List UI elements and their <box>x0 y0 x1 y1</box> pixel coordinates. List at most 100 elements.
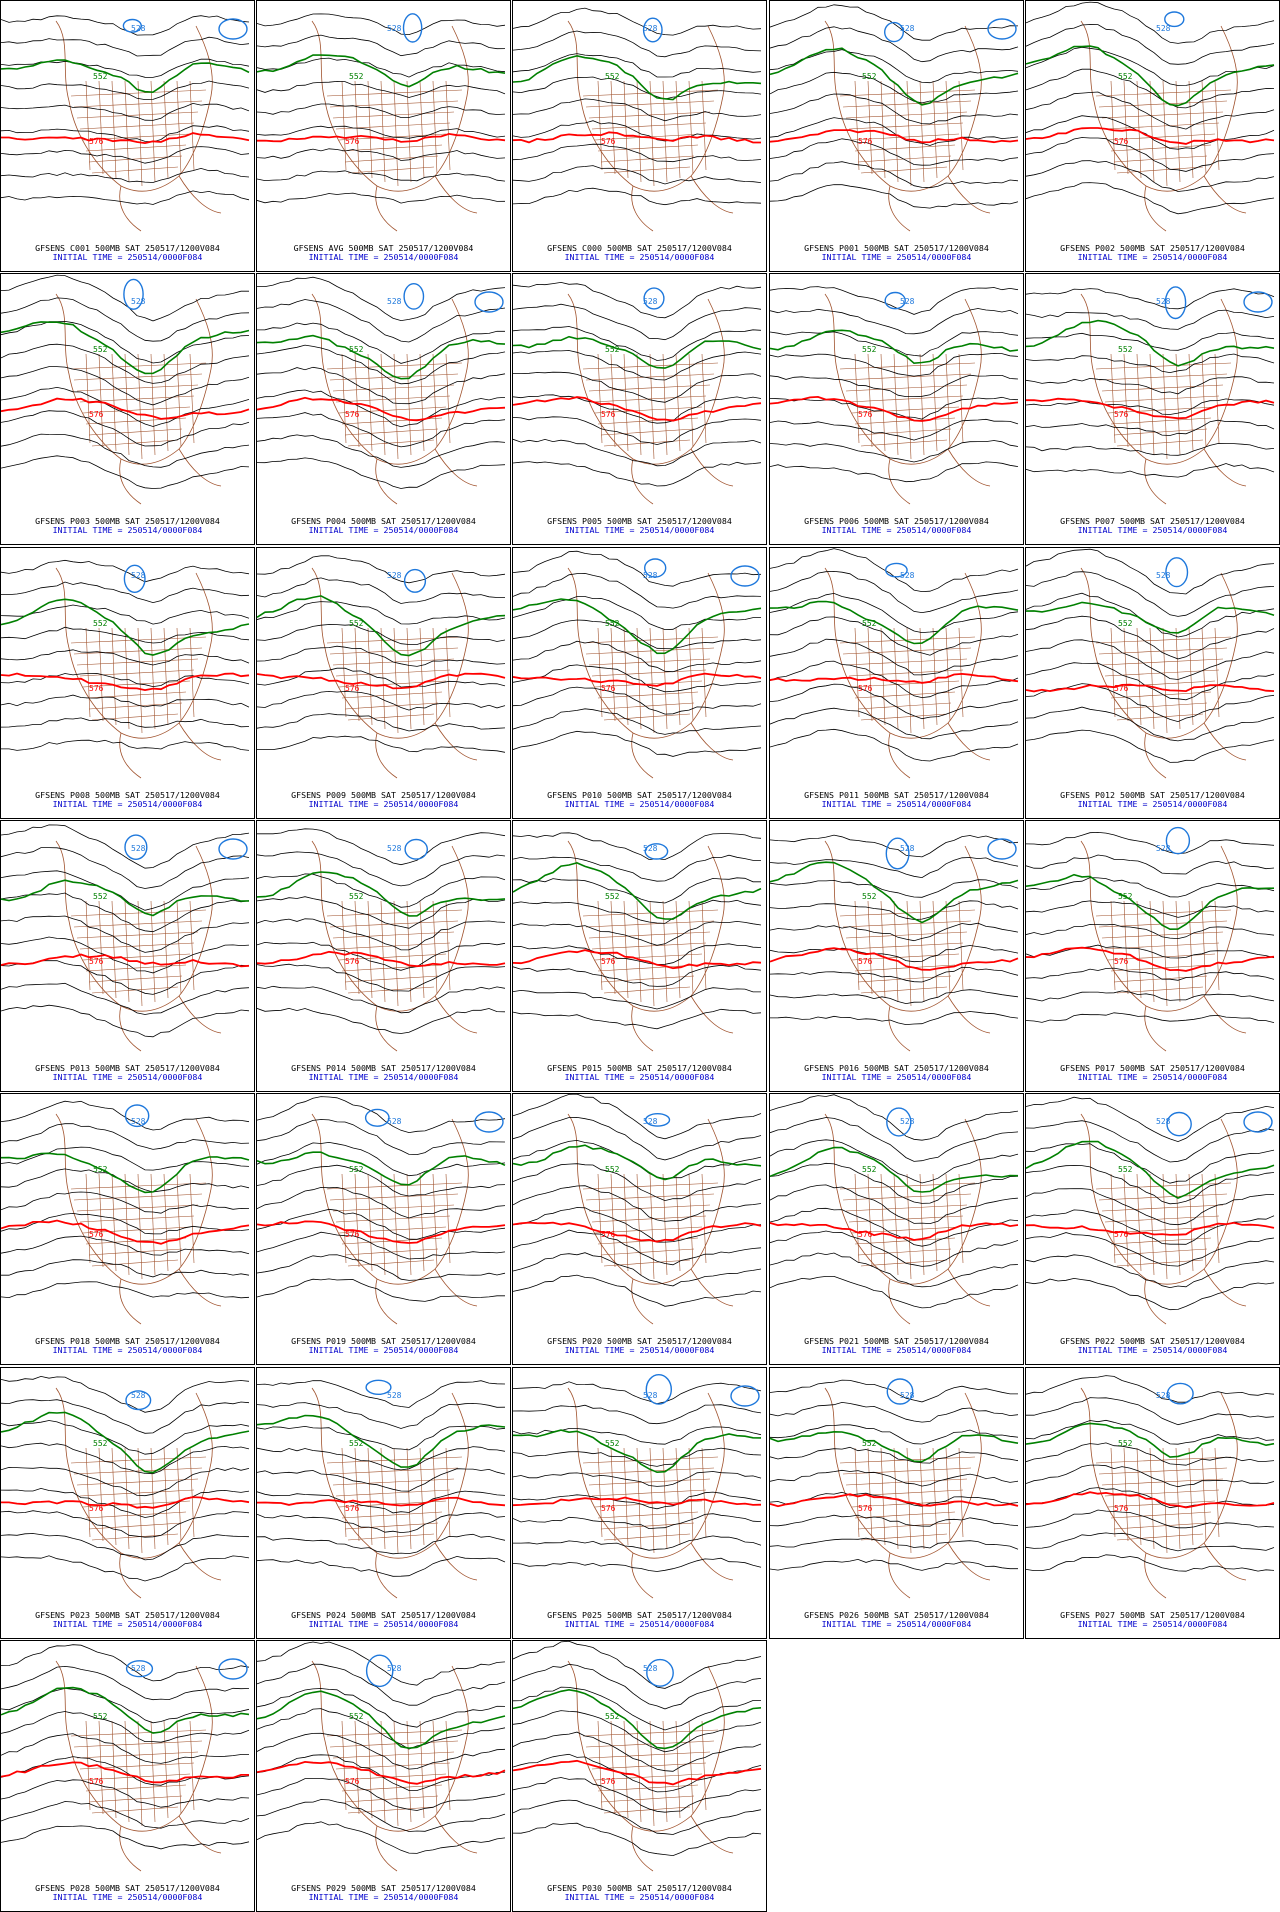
coastline <box>824 20 982 192</box>
label-528: 528 <box>387 24 402 33</box>
height-contour-map: 552 576 528 <box>257 276 506 505</box>
height-contour <box>1 1004 250 1038</box>
state-border <box>406 900 412 1003</box>
contour-528-low <box>124 1104 150 1128</box>
state-border <box>1214 900 1220 991</box>
height-contour <box>770 161 1019 189</box>
state-border <box>588 1204 711 1212</box>
state-border <box>857 1248 952 1256</box>
panel-title: GFSENS P006 500MB SAT 250517/1200V084 <box>804 516 989 526</box>
ensemble-member-panel: 552 576 528 GFSENS P008 500MB SAT 250517/12… <box>0 547 255 819</box>
coastline <box>1144 175 1247 232</box>
height-contour <box>770 418 1019 441</box>
height-contour <box>257 1231 506 1260</box>
map-outlines <box>824 293 991 505</box>
state-border <box>1201 1173 1207 1268</box>
height-contour <box>1026 944 1275 959</box>
state-border <box>854 1237 956 1245</box>
height-contour <box>513 1799 762 1835</box>
height-contour <box>257 713 506 732</box>
state-border <box>137 1720 143 1827</box>
label-576: 576 <box>858 684 873 693</box>
contour-528-low <box>886 1107 912 1137</box>
height-contour <box>770 1469 1019 1487</box>
state-border <box>354 80 360 175</box>
map-outlines <box>1080 840 1247 1052</box>
coastline <box>888 995 991 1052</box>
state-border <box>341 1447 347 1538</box>
state-border <box>958 1173 964 1264</box>
state-border <box>432 900 438 995</box>
height-contour <box>770 138 1019 166</box>
panel-title: GFSENS C001 500MB SAT 250517/1200V084 <box>35 243 220 253</box>
state-border <box>854 353 860 444</box>
coastline <box>631 175 734 232</box>
state-border <box>845 931 968 939</box>
height-contour <box>257 1141 506 1177</box>
height-contour <box>1026 91 1275 130</box>
label-576: 576 <box>1114 684 1129 693</box>
state-border <box>919 1447 925 1550</box>
label-576: 576 <box>345 137 360 146</box>
state-border <box>1107 406 1216 414</box>
state-border <box>600 702 695 710</box>
panel-initial-time: INITIAL TIME = 250514/0000F084 <box>1077 799 1228 809</box>
height-contour <box>513 877 761 904</box>
state-border <box>91 1806 179 1814</box>
height-contour <box>257 555 506 584</box>
state-border <box>1116 439 1204 447</box>
height-contour <box>1 1399 250 1434</box>
label-528: 528 <box>900 571 915 580</box>
state-border <box>1214 1173 1220 1264</box>
height-contour <box>770 1011 1019 1026</box>
state-border <box>623 80 629 179</box>
height-contour <box>513 619 762 649</box>
height-contour <box>257 918 506 951</box>
height-contours <box>770 4 1019 209</box>
state-border <box>380 627 386 730</box>
state-border <box>393 1447 399 1554</box>
height-contour <box>1026 68 1275 109</box>
state-border <box>623 353 629 452</box>
height-contour <box>1026 1419 1275 1445</box>
state-border <box>341 80 347 171</box>
ensemble-member-panel: 552 576 528 GFSENS P003 500MB SAT 250517/12… <box>0 273 255 545</box>
state-border <box>945 353 951 448</box>
panel-title: GFSENS P002 500MB SAT 250517/1200V084 <box>1060 243 1245 253</box>
height-contour <box>1 960 250 995</box>
height-contour <box>770 683 1019 720</box>
height-contour <box>513 708 762 735</box>
state-border <box>958 353 964 444</box>
label-552: 552 <box>349 1712 364 1721</box>
ensemble-member-panel: 552 576 528 GFSENS P020 500MB SAT 250517/12… <box>512 1093 767 1365</box>
state-border <box>85 900 91 991</box>
label-552: 552 <box>862 619 877 628</box>
state-border <box>79 669 195 677</box>
ensemble-member-panel: 552 576 528 GFSENS P027 500MB SAT 250517/12… <box>1025 1367 1280 1639</box>
coastline <box>888 448 991 505</box>
state-border <box>636 627 642 730</box>
contour-552 <box>1026 1140 1275 1199</box>
state-border <box>1101 658 1224 666</box>
contour-528-low <box>987 18 1017 40</box>
state-border <box>1101 1204 1224 1212</box>
state-border <box>610 1447 616 1542</box>
state-border <box>111 627 117 726</box>
height-contour <box>1 717 250 728</box>
height-contours <box>513 832 762 1030</box>
height-contour <box>1026 1532 1275 1552</box>
state-border <box>906 353 912 460</box>
height-contour <box>770 461 1019 483</box>
height-contour <box>1 1259 250 1278</box>
contour-528-low <box>365 1654 394 1688</box>
state-border <box>623 1173 629 1272</box>
state-border <box>329 1467 459 1475</box>
height-contour <box>257 148 506 161</box>
height-contour <box>1026 1442 1275 1466</box>
panel-initial-time: INITIAL TIME = 250514/0000F084 <box>308 799 459 809</box>
contour-552 <box>513 1688 762 1750</box>
panel-initial-time: INITIAL TIME = 250514/0000F084 <box>564 1345 715 1355</box>
contour-528-low <box>122 18 142 33</box>
state-border <box>85 1447 91 1538</box>
panel-initial-time: INITIAL TIME = 250514/0000F084 <box>1077 1619 1228 1629</box>
